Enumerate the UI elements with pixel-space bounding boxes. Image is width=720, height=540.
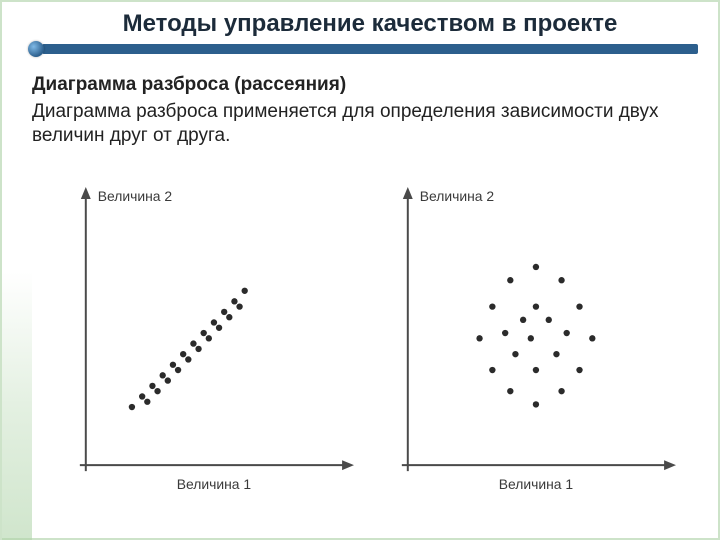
slide-title: Методы управление качеством в проекте: [42, 10, 698, 38]
left-accent-strip: [2, 2, 32, 540]
slide: Методы управление качеством в проекте Ди…: [0, 0, 720, 540]
scatter-chart-right: Величина 2 Величина 1: [378, 180, 676, 500]
subtitle: Диаграмма разброса (рассеяния): [32, 74, 688, 96]
title-rule-dot: [28, 41, 44, 57]
scatter-svg-left: Величина 2 Величина 1: [56, 180, 354, 500]
x-axis-label: Величина 1: [499, 476, 574, 492]
scatter-svg-right: Величина 2 Величина 1: [378, 180, 676, 500]
y-axis-label: Величина 2: [98, 188, 173, 204]
body-text: Диаграмма разброса (рассеяния) Диаграмма…: [32, 74, 688, 148]
x-axis-label: Величина 1: [177, 476, 252, 492]
charts-row: Величина 2Величина 1 Величина 2Величина …: [56, 180, 676, 500]
title-area: Методы управление качеством в проекте: [42, 10, 698, 54]
description: Диаграмма разброса применяется для опред…: [32, 100, 688, 148]
title-rule: [42, 44, 698, 54]
scatter-chart-left: Величина 2 Величина 1: [56, 180, 354, 500]
y-axis-label: Величина 2: [420, 188, 495, 204]
